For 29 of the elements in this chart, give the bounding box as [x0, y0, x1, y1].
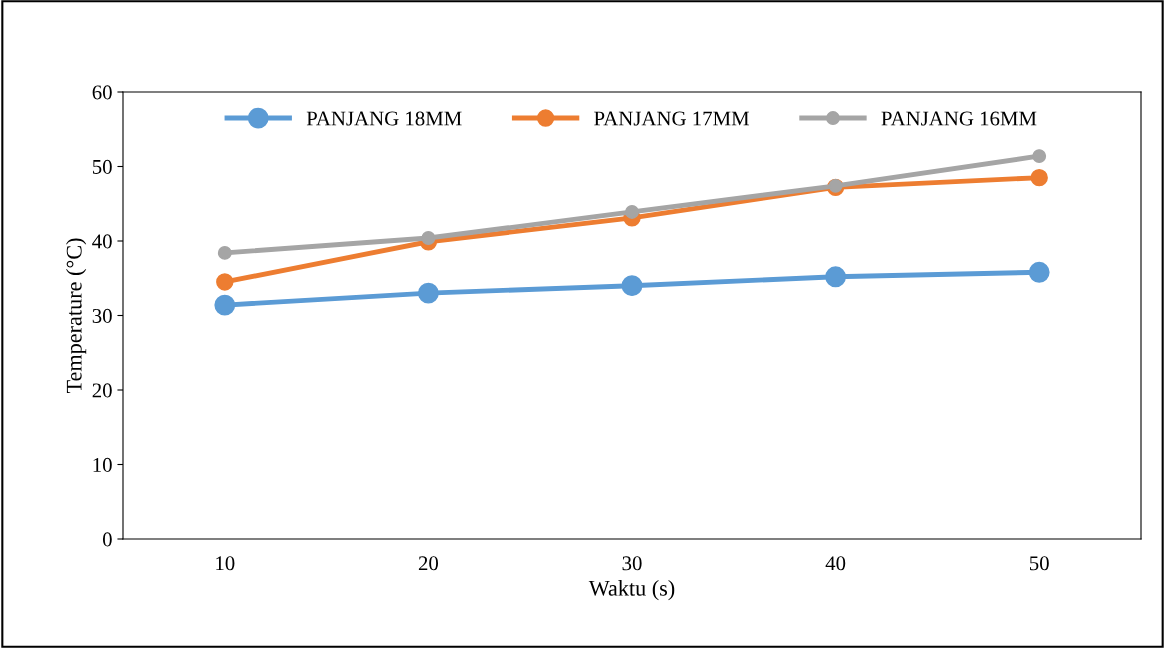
point [625, 204, 639, 219]
point [1030, 168, 1048, 187]
point [1028, 261, 1050, 283]
legend-label: PANJANG 16MM [881, 111, 1037, 126]
point [1032, 149, 1047, 164]
point [217, 245, 232, 260]
point [828, 178, 843, 193]
y-tick-label: 30 [92, 308, 112, 323]
y-tick-label: 60 [92, 85, 112, 100]
point [216, 273, 234, 291]
y-tick-label: 50 [92, 159, 112, 174]
y-tick-label: 10 [93, 457, 112, 472]
x-tick-label: 20 [418, 556, 439, 571]
point [214, 294, 236, 316]
y-tick-label: 40 [92, 234, 112, 249]
x-tick-label: 10 [216, 556, 235, 571]
y-tick-label: 0 [102, 532, 112, 547]
legend-label: PANJANG 17MM [594, 111, 750, 126]
x-tick-label: 40 [825, 556, 846, 571]
point [421, 231, 436, 245]
point [825, 266, 847, 288]
y-tick-label: 20 [92, 383, 112, 398]
point [417, 282, 439, 304]
x-tick-label: 30 [622, 556, 642, 571]
y-axis-title: Temperature (°C) [66, 238, 87, 394]
legend-label: PANJANG 18MM [306, 111, 462, 126]
point [621, 275, 643, 297]
x-tick-label: 50 [1029, 556, 1049, 571]
x-axis-title: Waktu (s) [588, 580, 675, 601]
